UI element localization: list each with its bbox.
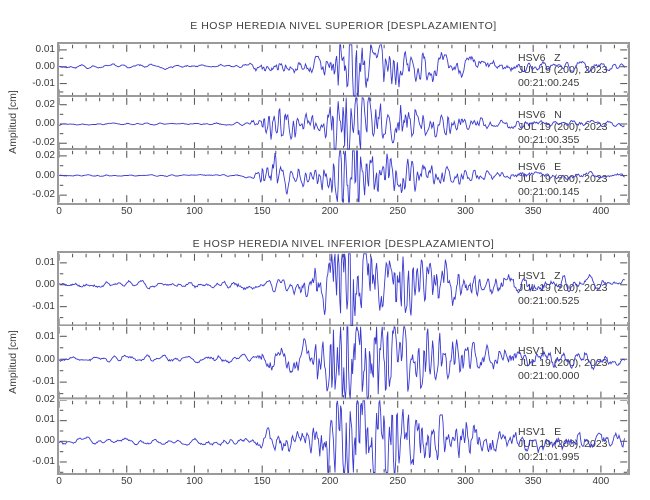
y-tick-label: 0.01 — [35, 330, 55, 342]
waveform-svg — [59, 253, 628, 327]
trace-annotation: HSV6 E JUL 19 (200), 2023 00:21:00.145 — [518, 161, 608, 199]
panel-nivel-superior: E HOSP HEREDIA NIVEL SUPERIOR [DESPLAZAM… — [0, 0, 650, 224]
x-tick-label: 350 — [524, 476, 542, 487]
trace-station-label: HSV1 N — [518, 344, 562, 357]
trace-date-label: JUL 19 (200), 2023 — [518, 64, 608, 77]
x-tick-label: 400 — [592, 206, 610, 217]
y-tick-label: 0.00 — [35, 117, 55, 129]
x-tick-label: 50 — [121, 206, 133, 217]
x-tick-label: 400 — [592, 476, 610, 487]
trace-station-label: HSV1 E — [518, 425, 562, 438]
x-tick-label: 0 — [56, 476, 62, 487]
x-tick-label: 200 — [321, 476, 339, 487]
panel-title: E HOSP HEREDIA NIVEL INFERIOR [DESPLAZAM… — [192, 238, 495, 250]
x-tick-label: 300 — [457, 476, 474, 487]
trace-time-label: 00:21:01.995 — [518, 450, 580, 463]
y-tick-label: -0.01 — [32, 376, 55, 388]
trace-row-hsv6-z: HSV6 Z JUL 19 (200), 2023 00:21:00.245 0.01… — [32, 44, 628, 97]
y-tick-label: 0.00 — [35, 278, 55, 290]
x-tick-label: 350 — [524, 206, 542, 217]
plot-area: HSV6 Z JUL 19 (200), 2023 00:21:00.245 0.01… — [32, 42, 630, 205]
x-tick-label: 100 — [186, 206, 203, 217]
x-tick-label: 300 — [457, 206, 474, 217]
x-tick-label: 50 — [121, 476, 133, 487]
waveform-svg — [59, 326, 628, 400]
y-tick-label: 0.02 — [35, 393, 55, 405]
waveform-svg — [59, 150, 628, 203]
plot-area: HSV1 Z JUL 19 (200), 2023 00:21:00.525 0.01… — [32, 251, 630, 475]
waveform-svg — [59, 44, 628, 97]
trace-row-hsv6-e: HSV6 E JUL 19 (200), 2023 00:21:00.145 0.02… — [32, 150, 628, 203]
waveform-svg — [59, 399, 628, 473]
trace-station-label: HSV6 E — [518, 160, 562, 173]
x-tick-label: 150 — [253, 476, 271, 487]
trace-time-label: 00:21:00.525 — [518, 294, 580, 307]
y-tick-label: 0.01 — [35, 414, 55, 426]
y-tick-label: 0.00 — [35, 353, 55, 365]
trace-row-hsv1-z: HSV1 Z JUL 19 (200), 2023 00:21:00.525 0.01… — [32, 253, 628, 327]
trace-station-label: HSV6 Z — [518, 51, 561, 64]
x-axis-labels: 0 50 100 150 200 250 300 350 400 — [56, 206, 630, 220]
x-tick-label: 250 — [389, 476, 407, 487]
y-tick-label: -0.01 — [32, 300, 55, 312]
trace-date-label: JUL 19 (200), 2023 — [518, 121, 608, 134]
y-tick-label: -0.02 — [32, 137, 55, 149]
y-tick-label: 0.00 — [35, 169, 55, 181]
trace-time-label: 00:21:00.245 — [518, 76, 580, 89]
trace-time-label: 00:21:00.145 — [518, 185, 580, 198]
trace-time-label: 00:21:00.000 — [518, 369, 580, 382]
x-tick-label: 100 — [186, 476, 203, 487]
y-tick-label: 0.02 — [35, 98, 55, 110]
y-tick-label: 0.00 — [35, 60, 55, 72]
y-tick-label: 0.01 — [35, 256, 55, 268]
y-tick-label: 0.01 — [35, 43, 55, 55]
panel-nivel-inferior: E HOSP HEREDIA NIVEL INFERIOR [DESPLAZAM… — [0, 230, 650, 500]
trace-station-label: HSV1 Z — [518, 269, 561, 282]
trace-annotation: HSV6 Z JUL 19 (200), 2023 00:21:00.245 — [518, 52, 608, 90]
trace-station-label: HSV6 N — [518, 108, 562, 121]
x-tick-label: 250 — [389, 206, 407, 217]
trace-row-hsv1-n: HSV1 N JUL 19 (200), 2023 00:21:00.000 0.01… — [32, 326, 628, 400]
x-tick-label: 200 — [321, 206, 339, 217]
y-tick-label: -0.01 — [32, 77, 55, 89]
y-tick-label: -0.01 — [32, 455, 55, 467]
x-tick-label: 150 — [253, 206, 271, 217]
x-tick-label: 0 — [56, 206, 62, 217]
y-tick-label: 0.00 — [35, 434, 55, 446]
y-tick-label: 0.02 — [35, 149, 55, 161]
trace-annotation: HSV1 N JUL 19 (200), 2023 00:21:00.000 — [518, 345, 608, 383]
x-axis-labels: 0 50 100 150 200 250 300 350 400 — [56, 476, 630, 490]
y-tick-label: -0.02 — [32, 189, 55, 201]
waveform-svg — [59, 97, 628, 150]
panel-title: E HOSP HEREDIA NIVEL SUPERIOR [DESPLAZAM… — [190, 20, 497, 32]
trace-row-hsv1-e: HSV1 E JUL 19 (200), 2023 00:21:01.995 0.02… — [32, 394, 628, 473]
trace-row-hsv6-n: HSV6 N JUL 19 (200), 2023 00:21:00.355 0.02… — [32, 97, 628, 150]
